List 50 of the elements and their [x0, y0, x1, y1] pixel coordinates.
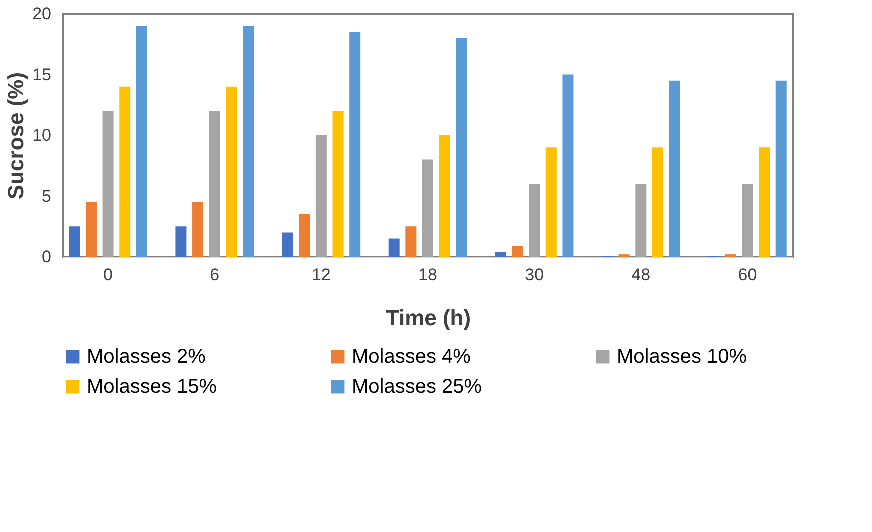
bar — [529, 184, 540, 257]
legend-label: Molasses 25% — [352, 376, 482, 398]
legend-label: Molasses 10% — [617, 346, 748, 368]
bar — [243, 26, 254, 257]
bar — [282, 232, 294, 257]
legend-label: Molasses 2% — [87, 346, 206, 368]
bar — [226, 86, 238, 257]
x-axis-title: Time (h) — [386, 306, 472, 330]
bar — [69, 226, 80, 257]
bar — [562, 74, 574, 257]
bar — [316, 136, 327, 257]
bar — [776, 80, 787, 257]
bar — [652, 148, 664, 257]
legend-label: Molasses 15% — [87, 376, 218, 398]
bar — [422, 160, 434, 257]
bar — [759, 148, 770, 257]
y-tick-label: 20 — [32, 4, 52, 24]
bar — [299, 214, 310, 257]
bar — [406, 226, 417, 257]
bar — [636, 184, 647, 257]
bar — [120, 86, 131, 257]
y-tick-label: 10 — [32, 126, 52, 145]
x-tick-label: 48 — [632, 266, 651, 284]
x-tick-label: 60 — [738, 266, 758, 284]
x-tick-label: 0 — [104, 266, 114, 284]
x-tick-label: 12 — [312, 266, 331, 284]
bar — [350, 32, 361, 257]
bar — [209, 111, 220, 257]
bar — [86, 202, 97, 257]
bar — [512, 246, 524, 257]
bar — [136, 26, 148, 257]
x-tick-label: 18 — [418, 266, 438, 284]
bar — [669, 80, 680, 257]
bar — [332, 111, 344, 257]
y-axis-title: Sucrose (%) — [4, 72, 29, 200]
bar — [388, 238, 400, 257]
y-tick-label: 15 — [32, 65, 52, 84]
bar — [742, 184, 754, 257]
x-tick-label: 30 — [525, 266, 544, 284]
bar — [456, 38, 468, 257]
y-tick-label: 5 — [42, 186, 52, 206]
bar — [192, 202, 204, 257]
x-tick-label: 6 — [210, 266, 220, 284]
legend-label: Molasses 4% — [352, 346, 472, 368]
bar — [546, 148, 557, 257]
bar — [176, 226, 187, 257]
bar — [102, 111, 114, 257]
bar — [495, 252, 506, 257]
bar — [439, 136, 450, 257]
y-tick-label: 0 — [42, 248, 52, 266]
